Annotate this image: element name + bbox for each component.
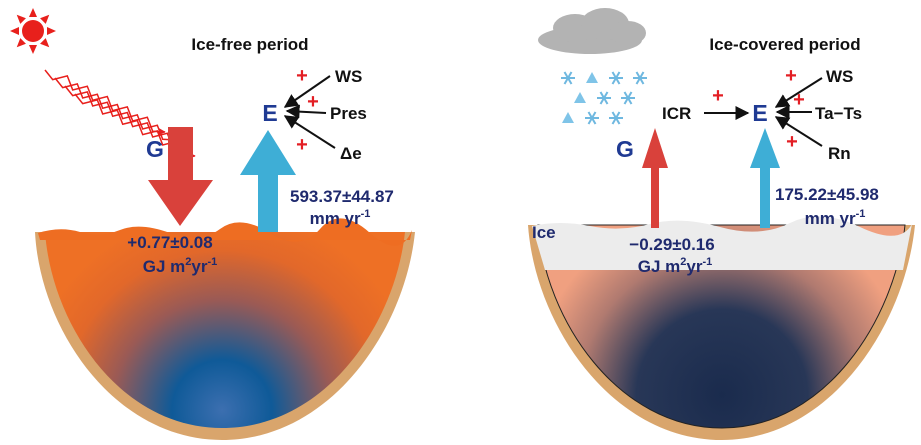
ice-pellet: [586, 72, 598, 83]
flux-unit: mm yr-1: [310, 208, 371, 228]
unit-sup: -1: [361, 208, 371, 220]
flux-unit: GJ m2yr-1: [143, 256, 218, 276]
evaporation-arrow: [240, 130, 296, 232]
flux-value: +0.77±0.08: [127, 233, 212, 252]
sun-ray: [29, 8, 37, 17]
ice-layer: [532, 216, 912, 270]
unit-part: yr: [191, 257, 207, 276]
sign: +: [785, 65, 797, 87]
water: [45, 232, 405, 428]
flux-label: E: [752, 100, 767, 126]
flux-unit: mm yr-1: [805, 208, 866, 228]
mediator-label: ICR: [662, 104, 691, 123]
sun-ray: [10, 27, 19, 35]
driver-label: Ta−Ts: [815, 104, 862, 123]
radiation-line: [44, 69, 166, 136]
sun-icon: [10, 8, 56, 54]
sign: +: [786, 131, 798, 153]
sun-ray: [40, 14, 50, 24]
sign: +: [307, 91, 319, 113]
radiation-line: [64, 85, 186, 152]
radiation-line: [54, 77, 176, 144]
evaporation-arrow: [750, 128, 780, 228]
ice-pellet: [562, 112, 574, 123]
driver-arrows: [283, 75, 823, 149]
sun-ray: [16, 38, 26, 48]
flux-label: G: [146, 136, 164, 162]
unit-sup: 2: [185, 256, 191, 268]
flux-unit: GJ m2yr-1: [638, 256, 713, 276]
water-surface: [38, 218, 412, 246]
sun-ray: [29, 45, 37, 54]
unit-part: yr: [686, 257, 702, 276]
driver-label: WS: [826, 67, 853, 86]
flux-value: −0.29±0.16: [629, 235, 714, 254]
snowflake: [635, 71, 645, 85]
snowflake: [599, 91, 609, 105]
snowflake: [587, 111, 597, 125]
sun-ray: [47, 27, 56, 35]
ice-pellet: [574, 92, 586, 103]
sign: +: [296, 65, 308, 87]
unit-part: mm yr: [805, 209, 856, 228]
cloud-icon: [538, 8, 646, 54]
unit-sup: -1: [207, 256, 217, 268]
sign: +: [712, 85, 724, 107]
unit-part: GJ m: [638, 257, 681, 276]
snowflake: [611, 111, 621, 125]
flux-value: 593.37±44.87: [290, 187, 394, 206]
driver-label: Δe: [340, 144, 362, 163]
snowflake: [623, 91, 633, 105]
unit-part: mm yr: [310, 209, 361, 228]
heat-flux-arrow: [148, 127, 213, 226]
panel-title: Ice-covered period: [709, 35, 860, 54]
driver-label: WS: [335, 67, 362, 86]
sign: +: [793, 89, 805, 111]
snowflake: [563, 71, 573, 85]
unit-sup: 2: [680, 256, 686, 268]
driver-label: Rn: [828, 144, 851, 163]
snowflake: [611, 71, 621, 85]
unit-part: GJ m: [143, 257, 186, 276]
sign: +: [296, 134, 308, 156]
flux-label: G: [616, 136, 634, 162]
sun-ray: [16, 14, 26, 24]
snow-icon: [561, 71, 647, 125]
panel-title: Ice-free period: [191, 35, 308, 54]
sun-ray: [40, 38, 50, 48]
heat-flux-arrow: [642, 128, 668, 228]
water: [537, 224, 906, 429]
driver-label: Pres: [330, 104, 367, 123]
layer-label: Ice: [532, 223, 556, 242]
flux-value: 175.22±45.98: [775, 185, 879, 204]
flux-label: E: [262, 100, 277, 126]
unit-sup: -1: [702, 256, 712, 268]
unit-sup: -1: [856, 208, 866, 220]
